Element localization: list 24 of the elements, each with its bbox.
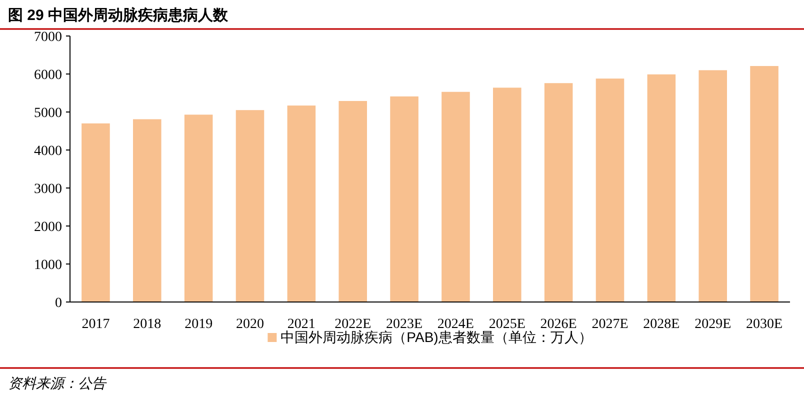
- x-tick-label: 2018: [133, 317, 162, 332]
- x-tick-label: 2017: [82, 317, 110, 332]
- x-tick-label: 2020: [236, 317, 264, 332]
- x-tick-label: 2026E: [540, 317, 577, 332]
- x-tick-label: 2019: [184, 317, 213, 332]
- x-tick-label: 2027E: [592, 317, 628, 332]
- y-tick-label: 0: [55, 296, 62, 311]
- y-tick-label: 7000: [34, 30, 62, 45]
- y-tick-label: 2000: [34, 220, 62, 235]
- y-tick-label: 3000: [34, 182, 62, 197]
- x-tick-label: 2029E: [694, 317, 732, 332]
- chart-title: 图 29 中国外周动脉疾病患病人数: [8, 6, 230, 24]
- x-tick-label: 2023E: [386, 317, 423, 332]
- y-tick-label: 6000: [34, 68, 62, 83]
- y-tick-label: 1000: [34, 258, 62, 273]
- y-tick-label: 5000: [34, 106, 62, 121]
- x-tick-label: 2021: [287, 317, 316, 332]
- x-tick-label: 2028E: [643, 317, 680, 332]
- x-tick-label: 2030E: [746, 317, 783, 332]
- x-tick-label: 2024E: [437, 317, 474, 332]
- y-tick-label: 4000: [34, 144, 62, 159]
- text: 资料来源：公告: [8, 375, 107, 391]
- x-tick-label: 2025E: [488, 317, 526, 332]
- legend-label: 中国外周动脉疾病（PAB)患者数量（单位：万人）: [280, 329, 592, 345]
